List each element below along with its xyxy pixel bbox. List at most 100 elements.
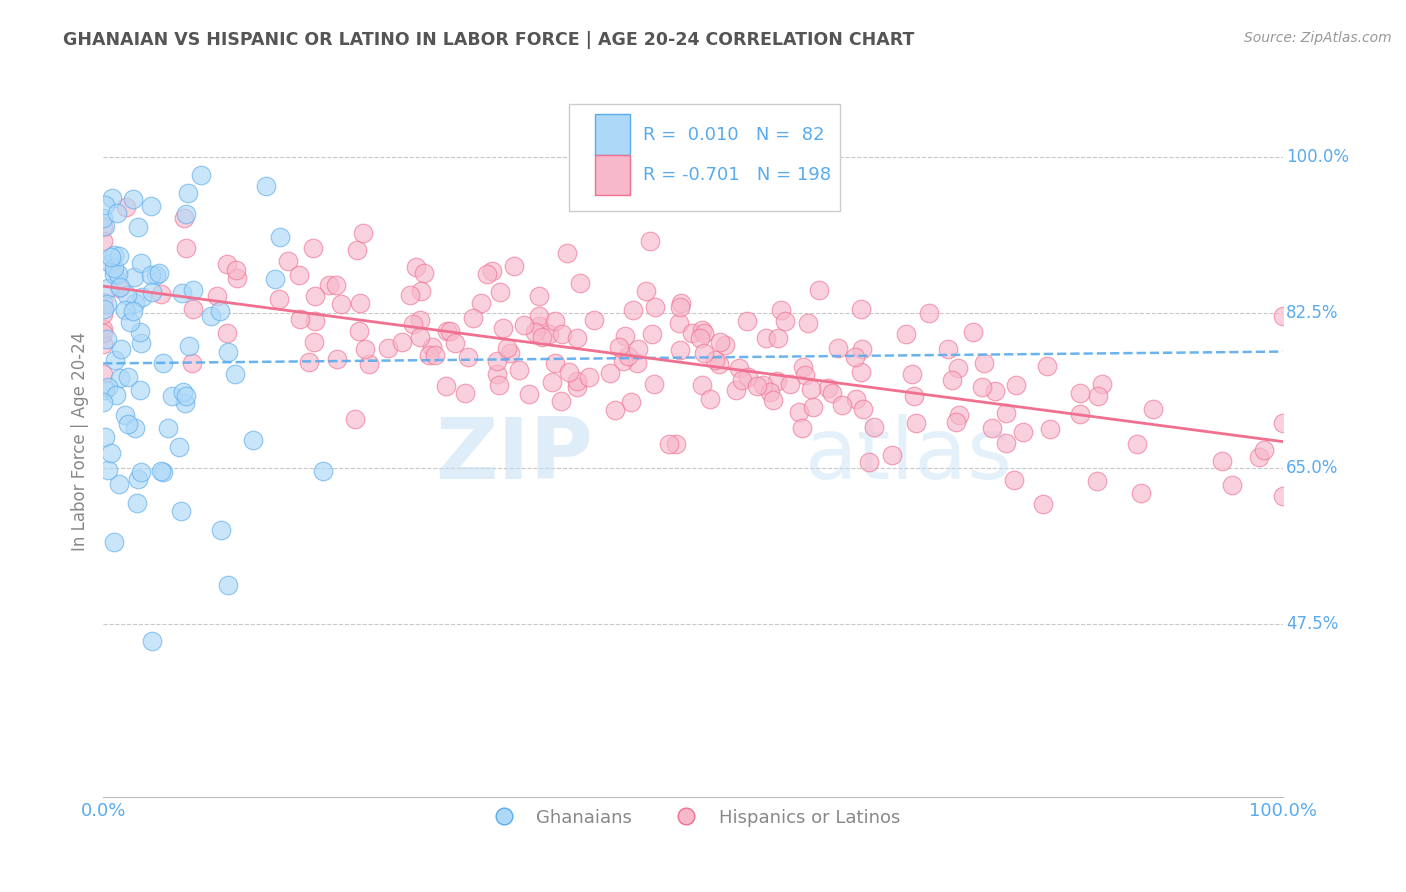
Text: R = -0.701   N = 198: R = -0.701 N = 198 [644, 166, 831, 184]
Point [402, 317, 425, 331]
Point [347, 324, 370, 338]
Point [737, 370, 759, 384]
Point [288, 268, 311, 282]
Point [614, 329, 637, 343]
Point [91, 220, 114, 235]
FancyBboxPatch shape [595, 114, 630, 155]
Point [984, 384, 1007, 398]
Point [492, 321, 515, 335]
Point [773, 313, 796, 327]
Point [94, 430, 117, 444]
Point [980, 420, 1002, 434]
Text: GHANAIAN VS HISPANIC OR LATINO IN LABOR FORCE | AGE 20-24 CORRELATION CHART: GHANAIAN VS HISPANIC OR LATINO IN LABOR … [63, 31, 915, 49]
Point [745, 379, 768, 393]
Point [530, 330, 553, 344]
Point [565, 374, 588, 388]
Point [948, 408, 970, 422]
Point [527, 319, 550, 334]
Point [110, 342, 132, 356]
Point [817, 381, 839, 395]
Point [621, 303, 644, 318]
Point [1069, 386, 1091, 401]
Text: 82.5%: 82.5% [1286, 304, 1339, 322]
Point [352, 226, 374, 240]
Point [565, 380, 588, 394]
Point [93, 395, 115, 409]
Point [558, 365, 581, 379]
Point [796, 317, 818, 331]
Point [121, 192, 143, 206]
Point [152, 356, 174, 370]
Point [903, 389, 925, 403]
Point [970, 380, 993, 394]
Point [880, 449, 903, 463]
Text: R =  0.010   N =  82: R = 0.010 N = 82 [644, 126, 825, 144]
Point [172, 285, 194, 300]
Point [108, 477, 131, 491]
Point [544, 356, 567, 370]
Point [1126, 436, 1149, 450]
Point [499, 346, 522, 360]
Point [769, 303, 792, 318]
Point [668, 316, 690, 330]
Point [139, 199, 162, 213]
Point [97, 281, 120, 295]
Point [550, 393, 572, 408]
Point [714, 338, 737, 352]
Point [217, 577, 239, 591]
Point [801, 401, 824, 415]
Point [475, 268, 498, 282]
Point [901, 367, 924, 381]
Point [129, 325, 152, 339]
Point [290, 311, 312, 326]
Point [127, 472, 149, 486]
Point [792, 421, 814, 435]
Point [612, 354, 634, 368]
Point [555, 246, 578, 260]
Text: 65.0%: 65.0% [1286, 459, 1339, 477]
Point [668, 343, 690, 358]
Point [149, 464, 172, 478]
Point [100, 256, 122, 270]
Point [709, 334, 731, 349]
Point [583, 313, 606, 327]
Point [217, 345, 239, 359]
Point [831, 399, 853, 413]
Point [538, 326, 561, 341]
Point [905, 416, 928, 430]
Point [454, 386, 477, 401]
Point [936, 342, 959, 356]
Point [641, 326, 664, 341]
Point [225, 262, 247, 277]
Point [264, 272, 287, 286]
Point [496, 341, 519, 355]
FancyBboxPatch shape [569, 104, 841, 211]
Point [148, 266, 170, 280]
Point [205, 289, 228, 303]
Point [91, 368, 114, 382]
Point [1085, 474, 1108, 488]
Point [122, 269, 145, 284]
Point [1087, 389, 1109, 403]
Point [962, 325, 984, 339]
Point [486, 354, 509, 368]
Point [122, 304, 145, 318]
Point [413, 267, 436, 281]
Point [100, 445, 122, 459]
Point [1036, 359, 1059, 374]
Point [669, 296, 692, 310]
Point [444, 336, 467, 351]
Point [177, 186, 200, 200]
Point [665, 437, 688, 451]
Point [91, 235, 114, 249]
Point [640, 235, 662, 249]
Point [1222, 477, 1244, 491]
Point [503, 259, 526, 273]
Point [457, 351, 479, 365]
Point [470, 296, 492, 310]
Point [692, 345, 714, 359]
Point [129, 465, 152, 479]
Point [101, 191, 124, 205]
Point [669, 300, 692, 314]
Point [787, 405, 810, 419]
